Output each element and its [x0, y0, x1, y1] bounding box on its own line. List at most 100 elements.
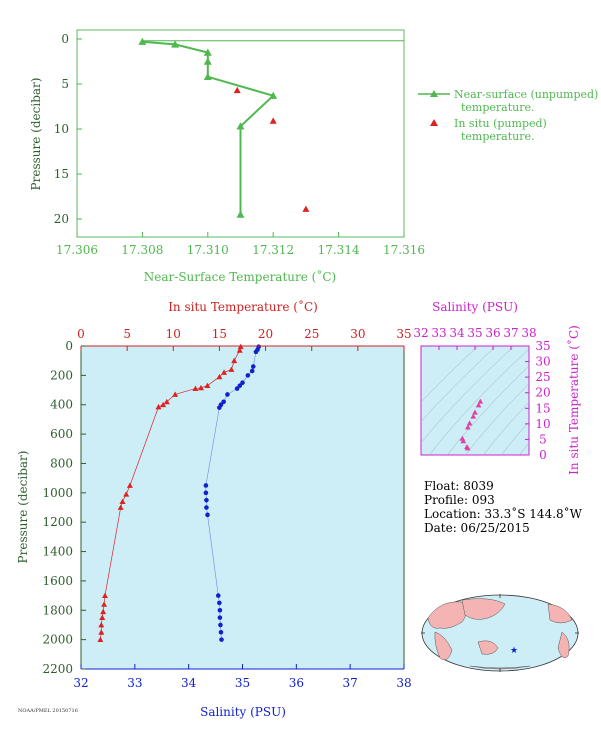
legend-label-pumped-line2: temperature. [461, 130, 535, 143]
ts-plot-area [420, 345, 530, 456]
map-land-antarctica [469, 665, 531, 670]
ts-y-tick-label: 35 [535, 339, 550, 353]
near-surface-x-tick-label: 17.310 [187, 243, 229, 257]
temperature-profile-point [126, 482, 133, 488]
temperature-profile-point [204, 382, 211, 389]
salinity-profile-point [218, 629, 224, 635]
ts-point [472, 409, 478, 415]
salinity-profile-point [203, 483, 209, 488]
map-land-south-america [557, 631, 570, 658]
pumped-temperature-point [233, 86, 241, 94]
salinity-tick-label: 33 [127, 676, 142, 690]
salinity-profile-point [217, 607, 223, 613]
salinity-profile-point [240, 380, 245, 386]
temperature-profile-point [228, 366, 235, 372]
unpumped-temperature-point [236, 122, 245, 130]
temperature-profile-point [163, 398, 170, 405]
profile-date: Date: 06/25/2015 [424, 521, 530, 535]
ts-point [465, 445, 471, 451]
near-surface-x-tick-label: 17.314 [318, 243, 360, 257]
map-land-europe-africa [427, 601, 467, 629]
pressure-tick-label: 600 [50, 427, 73, 441]
map-land-north-america [547, 603, 573, 624]
float-info: Float: 8039 Profile: 093 Location: 33.3˚… [424, 479, 583, 535]
unpumped-temperature-point [236, 210, 245, 218]
salinity-profile-point [219, 637, 224, 642]
near-surface-y-tick-label: 20 [54, 212, 69, 226]
salinity-profile-point [217, 600, 222, 606]
density-contour-line [483, 401, 529, 455]
pressure-tick-label: 0 [65, 339, 73, 353]
near-surface-legend: Near-surface (unpumped) temperature. In … [418, 88, 598, 143]
ts-y-tick-label: 25 [535, 370, 550, 384]
pressure-tick-label: 200 [50, 368, 73, 382]
temperature-profile-point [231, 357, 238, 364]
map-land-asia [461, 598, 506, 620]
pressure-tick-label: 400 [50, 398, 73, 412]
unpumped-temperature-point [138, 37, 147, 45]
salinity-profile-point [234, 386, 240, 391]
salinity-profile-point [221, 399, 226, 405]
temperature-tick-label: 0 [77, 327, 85, 341]
near-surface-x-tick-label: 17.308 [121, 243, 163, 257]
temperature-profile-point [221, 369, 228, 375]
ts-point [475, 402, 482, 408]
salinity-tick-label: 32 [73, 676, 88, 690]
temperature-profile-point [99, 614, 106, 621]
temperature-tick-label: 15 [212, 327, 227, 341]
near-surface-y-tick-label: 10 [54, 122, 69, 136]
ts-x-axis-label: Salinity (PSU) [432, 300, 518, 314]
unpumped-temperature-line [142, 40, 276, 215]
temperature-profile-point [100, 608, 107, 615]
pressure-tick-label: 1600 [42, 574, 73, 588]
temperature-tick-label: 20 [258, 327, 273, 341]
temperature-profile-point [172, 391, 179, 397]
temperature-tick-label: 5 [123, 327, 131, 341]
salinity-profile-point [250, 364, 256, 369]
salinity-profile-point [237, 383, 243, 388]
salinity-tick-label: 35 [235, 676, 250, 690]
pressure-tick-label: 800 [50, 456, 73, 470]
pumped-temperature-point [302, 205, 310, 212]
salinity-tick-label: 37 [343, 676, 358, 690]
legend-label-unpumped-line2: temperature. [461, 101, 535, 114]
legend-marker-pumped [430, 119, 438, 126]
unpumped-temperature-point [203, 57, 212, 65]
ts-y-tick-label: 5 [539, 432, 547, 446]
legend-label-unpumped-line1: Near-surface (unpumped) [454, 88, 598, 101]
temperature-profile-point [236, 347, 243, 353]
salinity-profile-point [205, 512, 210, 518]
footer-credit: NOAA/PMEL 20150716 [18, 708, 78, 714]
salinity-tick-label: 38 [396, 676, 411, 690]
density-contour-line [421, 346, 515, 444]
ts-x-tick-label: 37 [503, 326, 518, 340]
ts-point [466, 420, 473, 426]
salinity-profile-point [218, 622, 223, 628]
float-location: Location: 33.3˚S 144.8˚W [424, 506, 583, 521]
near-surface-x-tick-label: 17.306 [56, 243, 98, 257]
ts-y-tick-label: 15 [535, 401, 550, 415]
salinity-profile-point [253, 349, 259, 355]
ts-y-tick-label: 20 [535, 386, 550, 400]
location-map: ★ [421, 594, 579, 672]
float-location-star: ★ [510, 646, 518, 656]
salinity-tick-label: 34 [181, 676, 197, 690]
near-surface-y-tick-label: 5 [61, 77, 69, 91]
temperature-profile-point [160, 401, 167, 408]
near-surface-x-tick-label: 17.316 [383, 243, 425, 257]
temperature-profile-point [101, 601, 108, 607]
density-contours [421, 346, 529, 455]
pressure-tick-label: 1200 [42, 515, 73, 529]
temperature-profile-point [197, 384, 204, 391]
near-surface-y-axis-label: Pressure (decibar) [29, 78, 43, 191]
unpumped-temperature-point [203, 72, 212, 80]
map-land-africa-south [434, 631, 453, 660]
ts-x-tick-label: 33 [431, 326, 446, 340]
density-contour-line [421, 346, 497, 423]
ts-y-tick-label: 10 [535, 417, 550, 431]
map-ticks [421, 594, 579, 672]
map-land-australia [477, 640, 499, 655]
salinity-profile-point [217, 615, 223, 620]
